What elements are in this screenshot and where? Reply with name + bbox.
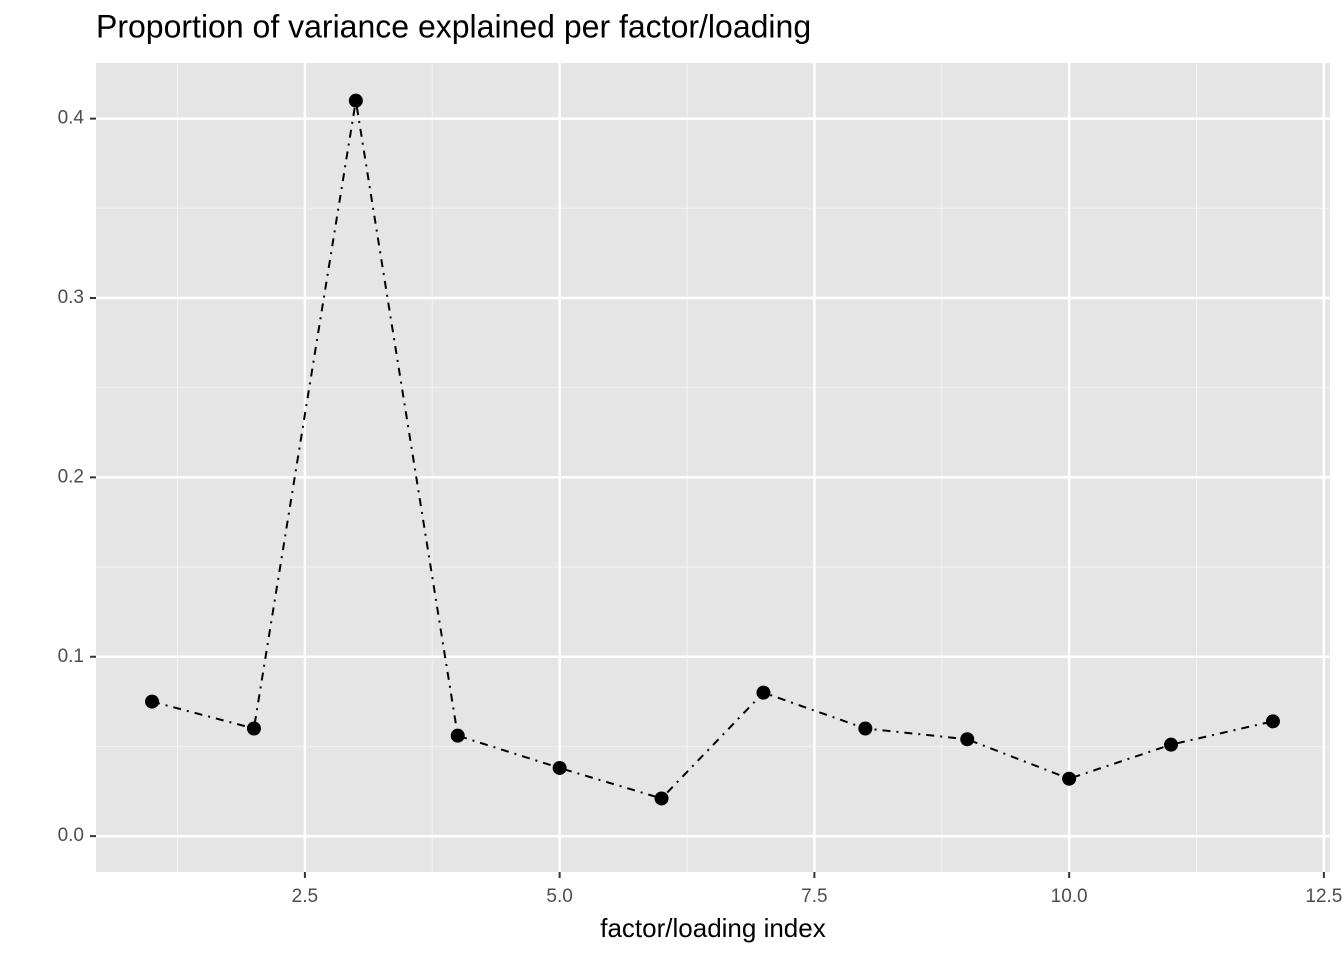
point: [450, 728, 465, 743]
point: [246, 721, 261, 736]
y-tick-label: 0.2: [58, 466, 84, 487]
y-tick-label: 0.1: [58, 646, 84, 667]
x-tick-label: 10.0: [1051, 886, 1088, 907]
point: [348, 93, 363, 108]
point: [858, 721, 873, 736]
point: [756, 685, 771, 700]
point: [1265, 714, 1280, 729]
point: [654, 791, 669, 806]
chart-title: Proportion of variance explained per fac…: [96, 8, 811, 44]
x-axis-label: factor/loading index: [600, 913, 825, 943]
x-tick-label: 2.5: [292, 886, 318, 907]
point: [1164, 737, 1179, 752]
point: [552, 760, 567, 775]
x-tick-label: 7.5: [801, 886, 827, 907]
line: [151, 100, 1274, 800]
point: [960, 732, 975, 747]
y-tick-label: 0.4: [58, 108, 85, 129]
point: [145, 694, 160, 709]
x-tick-label: 12.5: [1305, 886, 1342, 907]
y-tick-label: 0.0: [58, 825, 84, 846]
panel: [96, 63, 1330, 872]
point: [1062, 771, 1077, 786]
y-tick-label: 0.3: [58, 287, 84, 308]
x-tick-label: 5.0: [546, 886, 572, 907]
